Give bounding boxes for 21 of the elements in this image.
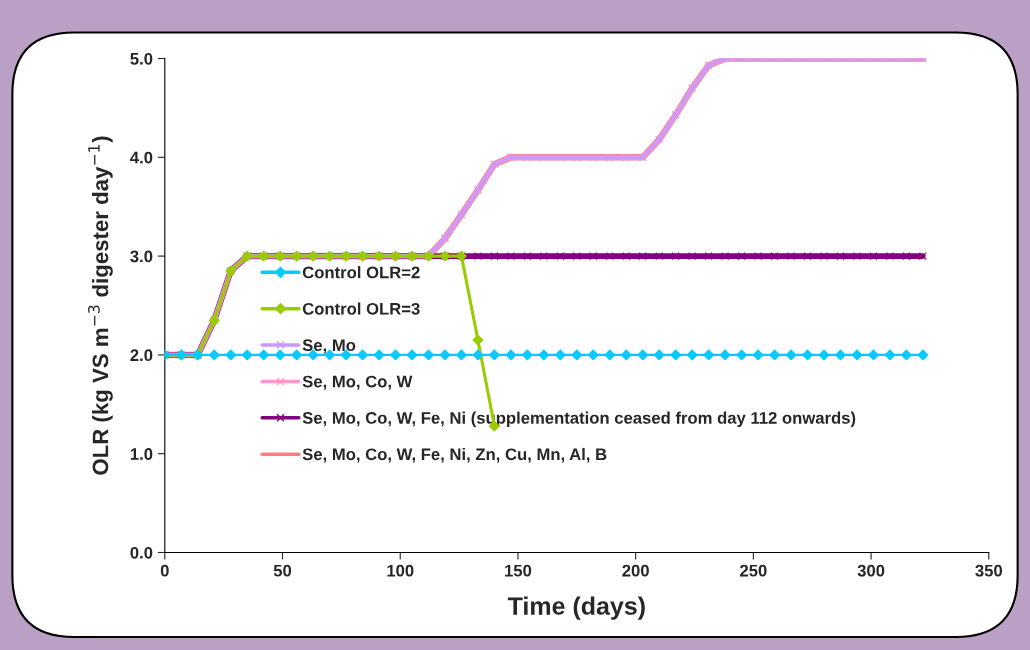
y-tick-label: 1.0: [130, 448, 153, 460]
y-tick-label: 0.0: [130, 546, 153, 559]
x-tick-label: 250: [740, 564, 767, 577]
x-tick-label: 50: [273, 564, 292, 577]
legend-label: Se, Mo, Co, W, Fe, Ni, Zn, Cu, Mn, Al, B: [302, 447, 607, 463]
x-tick-label: 300: [857, 564, 885, 577]
y-tick-label: 2.0: [130, 349, 153, 362]
y-tick-label: 4.0: [130, 151, 153, 164]
y-axis-title: OLR (kg VS m$^{−3}$ digester day$^{−1}$): [88, 136, 113, 475]
x-tick-label: 150: [505, 564, 532, 577]
legend-label: Se, Mo: [302, 339, 356, 354]
x-axis-title: Time (days): [507, 596, 645, 620]
x-tick-label: 350: [975, 564, 1003, 577]
x-tick-label: 100: [387, 564, 414, 577]
legend-label: Se, Mo, Co, W: [302, 375, 413, 390]
x-tick-label: 200: [622, 564, 649, 577]
x-tick-label: 0: [160, 564, 169, 577]
legend-label: Control OLR=3: [302, 302, 420, 315]
legend-label: Control OLR=2: [302, 266, 420, 279]
y-tick-label: 3.0: [130, 250, 153, 263]
y-tick-label: 5.0: [130, 52, 153, 65]
